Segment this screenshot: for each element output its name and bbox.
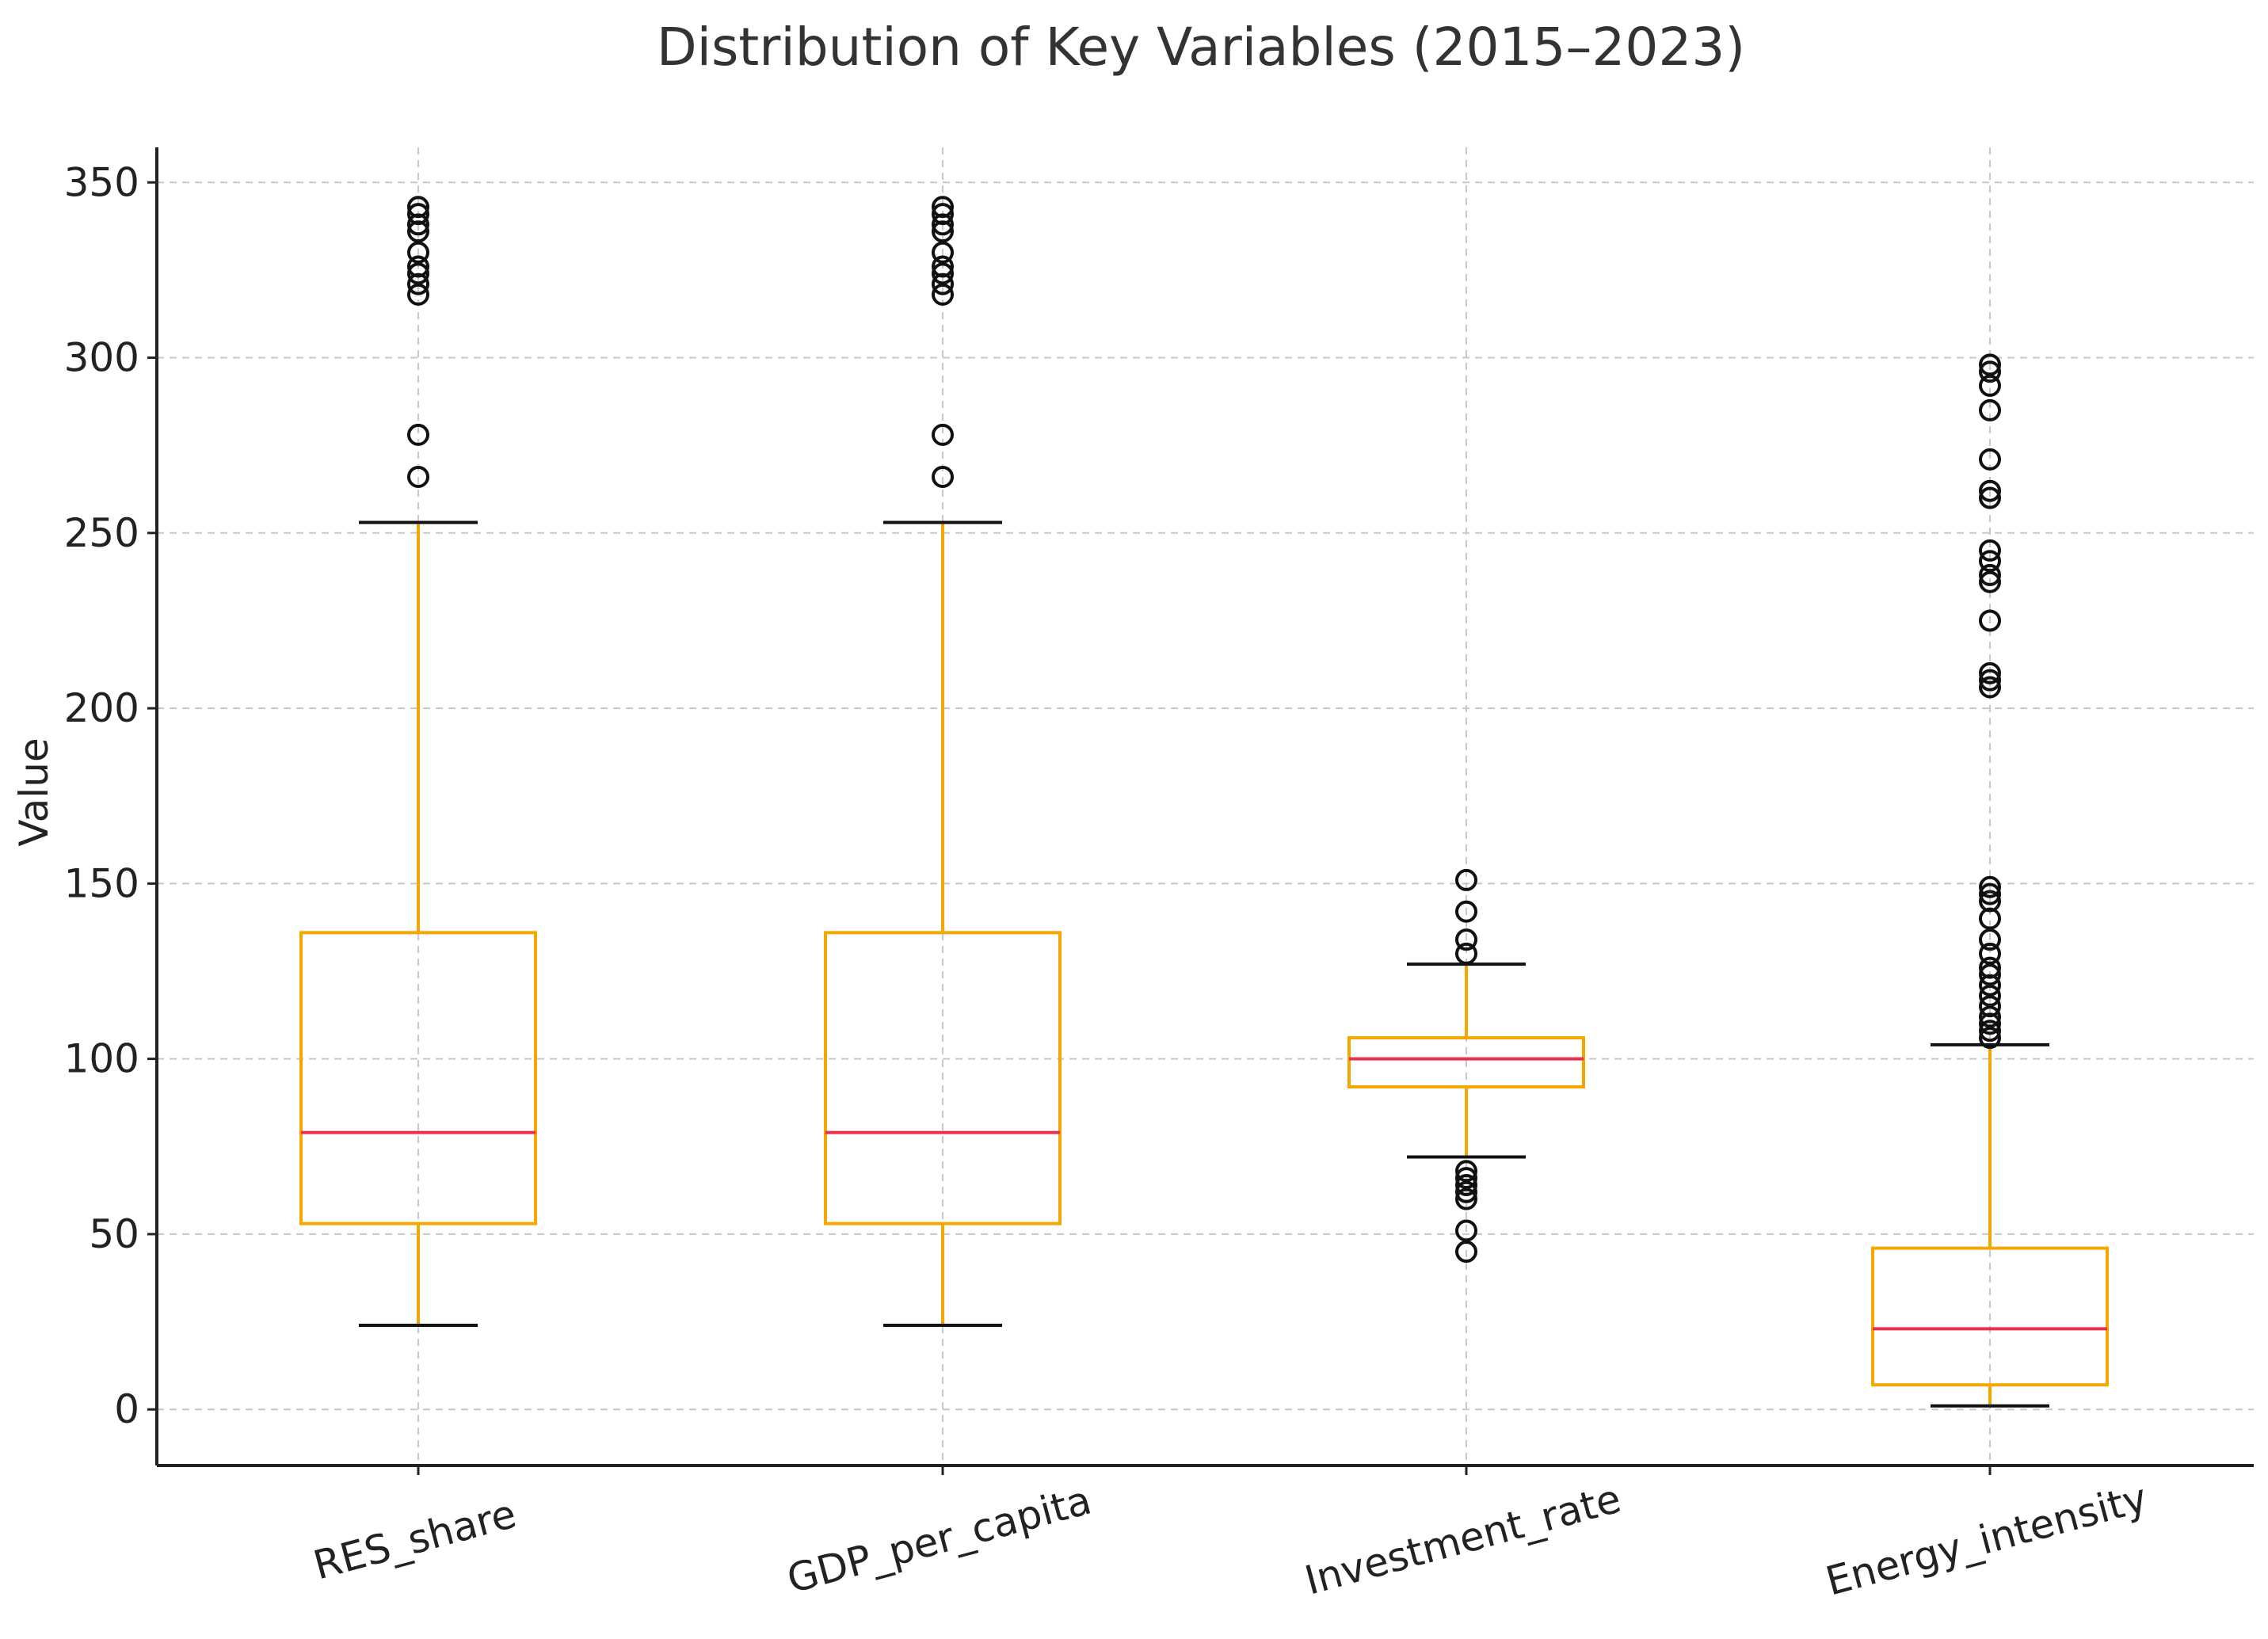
outlier-point [932,255,954,278]
outlier-point [1979,563,2001,586]
iqr-box [824,931,1062,1225]
outlier-point [1979,875,2001,898]
box-RES_share [299,196,537,1327]
outlier-point [932,203,954,226]
x-tick-label: RES_share [309,1491,521,1589]
x-tick-label: Investment_rate [1300,1476,1626,1604]
outlier-point [1455,942,1477,965]
x-tick-label: GDP_per_capita [783,1477,1096,1603]
y-tick-label: 300 [64,335,139,381]
outlier-point [1979,374,2001,397]
outlier-point [1979,479,2001,502]
y-tick-label: 200 [64,685,139,731]
outlier-point [1455,1187,1477,1210]
iqr-box [299,931,537,1225]
outlier-point [1455,1219,1477,1242]
outlier-point [932,196,954,219]
y-axis-label: Value [11,738,57,846]
outlier-point [407,283,429,306]
outlier-point [1455,868,1477,891]
chart-title: Distribution of Key Variables (2015–2023… [657,17,1745,78]
outlier-point [932,241,954,264]
y-tick-label: 0 [114,1386,139,1432]
outlier-point [1979,1005,2001,1028]
y-tick-label: 250 [64,510,139,556]
outlier-point [1979,609,2001,632]
outlier-point [407,241,429,264]
outlier-point [407,255,429,278]
outlier-point [1979,676,2001,699]
box-GDP_per_capita [824,196,1062,1327]
outlier-point [1979,550,2001,573]
outlier-point [407,196,429,219]
outlier-point [1979,984,2001,1007]
outlier-point [1979,661,2001,684]
iqr-box [1871,1246,2109,1387]
outlier-point [407,423,429,446]
outlier-point [1979,995,2001,1018]
outlier-point [1979,539,2001,562]
outlier-point [1979,353,2001,376]
plot-area [299,196,2109,1408]
outlier-point [932,283,954,306]
outlier-point [1979,963,2001,986]
y-tick-label: 150 [64,860,139,906]
outlier-point [1979,360,2001,383]
outlier-point [1455,1241,1477,1264]
outlier-point [1979,956,2001,979]
outlier-point [1979,882,2001,905]
outlier-point [1979,1027,2001,1050]
outlier-point [1455,1160,1477,1183]
box-Investment_rate [1347,868,1585,1264]
outlier-point [1979,570,2001,593]
outlier-point [1455,1180,1477,1203]
outlier-point [407,466,429,488]
x-tick-label: Energy_intensity [1821,1475,2152,1605]
y-tick-label: 350 [64,159,139,205]
outlier-point [1979,486,2001,509]
iqr-box [1347,1036,1585,1089]
outlier-point [1979,1020,2001,1042]
outlier-point [1455,900,1477,923]
outlier-point [1979,669,2001,692]
outlier-point [1979,942,2001,965]
outlier-point [1979,448,2001,471]
outlier-point [1979,890,2001,913]
y-tick-label: 100 [64,1036,139,1082]
y-tick-label: 50 [89,1211,139,1257]
outlier-point [932,466,954,488]
grid-lines [157,147,2254,1466]
outlier-point [407,203,429,226]
outlier-point [1979,928,2001,951]
outlier-point [1979,398,2001,421]
outlier-point [932,262,954,285]
outlier-point [1455,1167,1477,1190]
outlier-point [1455,928,1477,951]
outlier-point [932,423,954,446]
outlier-point [407,262,429,285]
box-Energy_intensity [1871,353,2109,1408]
outlier-point [1455,1173,1477,1196]
